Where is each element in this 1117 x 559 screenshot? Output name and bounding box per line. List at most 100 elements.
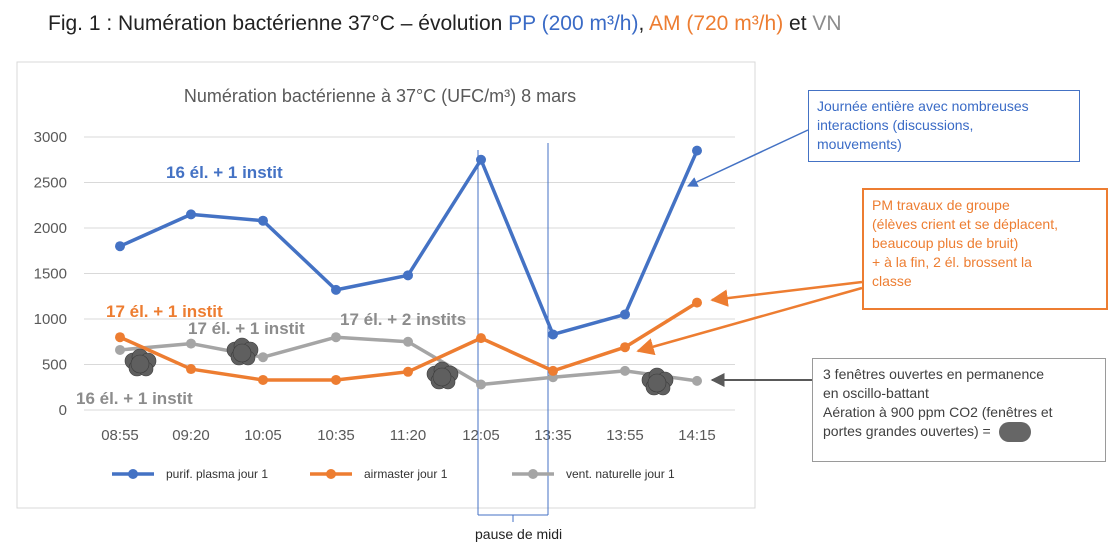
annotation-label: 16 él. + 1 instit — [76, 389, 193, 408]
series-group — [115, 145, 702, 390]
x-tick-label: 10:35 — [317, 427, 355, 444]
x-tick-label: 14:15 — [678, 427, 716, 444]
legend-swatch-dot — [128, 469, 138, 479]
x-tick-label: 12:05 — [462, 427, 500, 444]
cloud-icon — [124, 348, 157, 377]
callout-gray-line: portes grandes ouvertes) = — [823, 422, 1095, 443]
data-point — [258, 374, 268, 385]
legend-label: vent. naturelle jour 1 — [566, 467, 675, 481]
cloud-blob — [647, 373, 667, 393]
y-tick-label: 1000 — [34, 311, 67, 328]
annotation-label: 17 él. + 1 instit — [106, 302, 223, 321]
x-tick-label: 10:05 — [244, 427, 282, 444]
data-point — [403, 336, 413, 347]
data-point — [476, 154, 486, 165]
data-point — [620, 342, 630, 353]
figure-title: Fig. 1 : Numération bactérienne 37°C – é… — [48, 12, 842, 36]
callout-blue-line: Journée entière avec nombreuses — [817, 98, 1029, 114]
figure-title-sep: , — [638, 12, 649, 35]
data-point — [331, 374, 341, 385]
figure-title-vn: VN — [812, 12, 842, 35]
legend-label: purif. plasma jour 1 — [166, 467, 268, 481]
y-tick-label: 2000 — [34, 220, 67, 237]
x-tick-labels: 08:55 09:20 10:05 10:35 11:20 12:05 13:35 13:55… — [101, 427, 716, 444]
y-tick-label: 500 — [42, 357, 67, 374]
legend: purif. plasma jour 1 airmaster jour 1 vent… — [112, 467, 675, 481]
data-point — [403, 270, 413, 281]
callout-gray-line: 3 fenêtres ouvertes en permanence — [823, 366, 1045, 382]
x-tick-label: 09:20 — [172, 427, 210, 444]
y-tick-label: 2500 — [34, 175, 67, 192]
data-point — [476, 379, 486, 390]
data-point — [548, 329, 558, 340]
data-point — [620, 365, 630, 376]
data-point — [186, 364, 196, 375]
chart-title: Numération bactérienne à 37°C (UFC/m³) 8… — [184, 86, 576, 106]
callout-orange: PM travaux de groupe (élèves crient et s… — [862, 188, 1108, 310]
data-point — [476, 333, 486, 344]
pause-bracket — [477, 143, 549, 522]
callout-orange-line: (élèves crient et se déplacent, — [872, 216, 1058, 232]
callout-orange-line: beaucoup plus de bruit) — [872, 235, 1019, 251]
data-point — [692, 145, 702, 156]
y-tick-labels: 0 500 1000 1500 2000 2500 3000 — [34, 129, 67, 419]
callout-gray-line-text: portes grandes ouvertes) = — [823, 423, 995, 439]
callout-arrow-blue — [687, 129, 809, 187]
data-point — [115, 241, 125, 252]
data-point — [186, 338, 196, 349]
callout-orange-line: + à la fin, 2 él. brossent la — [872, 254, 1032, 270]
data-point — [403, 366, 413, 377]
callout-arrow-orange-2 — [636, 286, 863, 356]
data-point — [115, 344, 125, 355]
callout-blue-line: interactions (discussions, — [817, 117, 974, 133]
callout-orange-line: PM travaux de groupe — [872, 197, 1010, 213]
data-point — [548, 365, 558, 376]
pause-label: pause de midi — [475, 526, 563, 542]
data-point — [331, 284, 341, 295]
data-point — [258, 215, 268, 226]
y-tick-label: 1500 — [34, 266, 67, 283]
legend-swatch-dot — [326, 469, 336, 479]
annotation-label: 17 él. + 1 instit — [188, 319, 305, 338]
callout-blue: Journée entière avec nombreuses interact… — [808, 90, 1080, 162]
y-tick-label: 3000 — [34, 129, 67, 146]
callout-gray-line: Aération à 900 ppm CO2 (fenêtres et — [823, 404, 1053, 420]
legend-label: airmaster jour 1 — [364, 467, 448, 481]
callout-gray-line: en oscillo-battant — [823, 385, 929, 401]
y-tick-label: 0 — [59, 402, 67, 419]
data-point — [258, 352, 268, 363]
legend-swatch-dot — [528, 469, 538, 479]
annotation-label: 16 él. + 1 instit — [166, 163, 283, 182]
x-tick-label: 08:55 — [101, 427, 139, 444]
data-point — [692, 297, 702, 308]
data-point — [115, 332, 125, 343]
x-tick-label: 13:35 — [534, 427, 572, 444]
x-tick-label: 13:55 — [606, 427, 644, 444]
callout-arrow-orange-1 — [710, 280, 863, 307]
data-point — [331, 332, 341, 343]
figure-title-pp: PP (200 m³/h) — [508, 12, 639, 35]
data-point — [186, 209, 196, 220]
cloud-icon — [226, 337, 259, 366]
figure-title-am: AM (720 m³/h) — [649, 12, 784, 35]
chart-frame — [16, 61, 756, 509]
annotation-label: 17 él. + 2 instits — [340, 310, 466, 329]
data-point — [692, 375, 702, 386]
cloud-icon — [426, 361, 459, 390]
clouds-group — [124, 337, 674, 396]
x-tick-label: 11:20 — [390, 427, 426, 444]
callout-arrows — [636, 129, 863, 387]
cloud-blob — [232, 343, 252, 363]
callout-blue-line: mouvements) — [817, 136, 902, 152]
cloud-blob — [432, 367, 452, 387]
callout-orange-line: classe — [872, 273, 912, 289]
callout-gray: 3 fenêtres ouvertes en permanence en osc… — [812, 358, 1106, 462]
data-point — [620, 309, 630, 320]
cloud-icon — [641, 367, 674, 396]
cloud-icon — [998, 422, 1031, 443]
figure-title-et: et — [783, 12, 813, 35]
figure-title-prefix: Fig. 1 : Numération bactérienne 37°C – é… — [48, 12, 509, 35]
cloud-blob — [130, 354, 150, 374]
